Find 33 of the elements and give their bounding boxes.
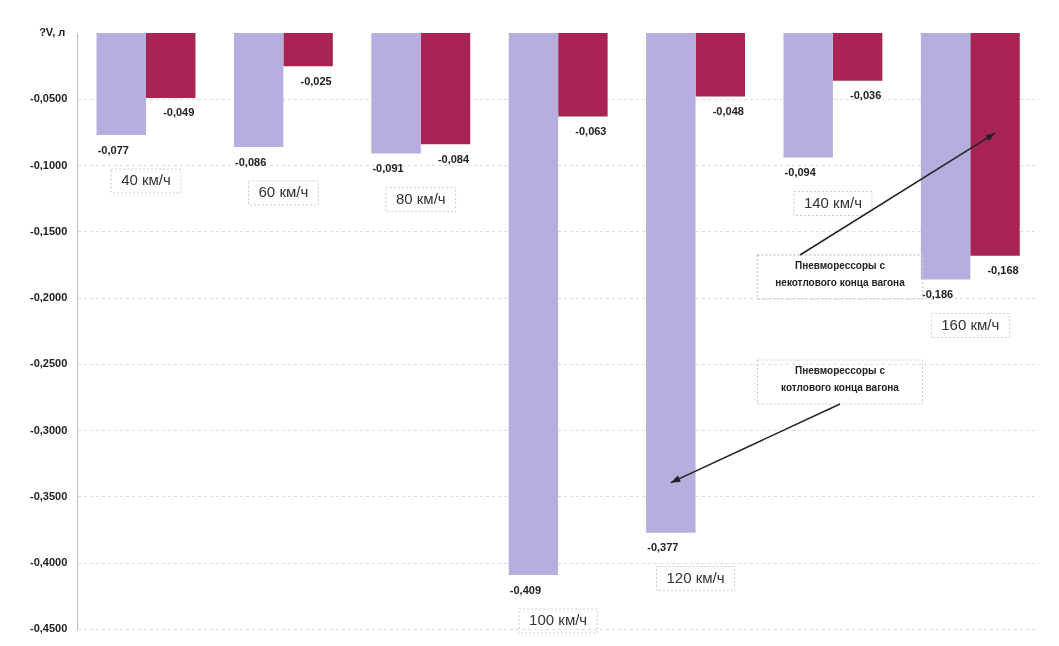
- y-tick-label: -0,4500: [30, 622, 68, 635]
- y-tick-label: -0,1500: [30, 224, 68, 237]
- y-tick-label: -0,4000: [30, 556, 68, 569]
- x-tick-label: 40 км/ч: [121, 171, 171, 189]
- data-label: -0,091: [372, 162, 404, 175]
- x-tick-label: 100 км/ч: [529, 611, 588, 629]
- y-tick-label: -0,2500: [30, 357, 68, 370]
- y-tick-label: -0,0500: [30, 92, 68, 105]
- x-tick-label: 140 км/ч: [803, 193, 862, 211]
- x-tick-label: 160 км/ч: [941, 315, 1000, 333]
- data-label: -0,063: [575, 125, 607, 138]
- x-tick-label: 60 км/ч: [258, 183, 309, 201]
- data-label: -0,049: [163, 106, 195, 119]
- x-tick-label: 120 км/ч: [666, 568, 725, 586]
- y-tick-label: -0,3500: [30, 489, 68, 502]
- data-label: -0,409: [509, 583, 542, 596]
- data-label: -0,094: [784, 166, 817, 179]
- y-tick-label: -0,1000: [30, 158, 68, 171]
- y-axis-title: ?V, л: [39, 26, 66, 39]
- data-label: -0,048: [712, 105, 744, 118]
- data-label: -0,036: [850, 89, 882, 102]
- x-tick-label: 80 км/ч: [395, 189, 446, 207]
- data-label: -0,168: [987, 264, 1019, 277]
- data-label: -0,025: [300, 74, 332, 87]
- data-label: -0,077: [97, 143, 129, 156]
- data-label: -0,086: [235, 155, 267, 168]
- text: Пневморессоры с котлового конца вагона: [781, 364, 900, 393]
- text: Пневморессоры с некотлового конца вагона: [775, 259, 906, 288]
- data-label: -0,084: [437, 152, 470, 165]
- data-label: -0,377: [647, 541, 679, 554]
- data-label: -0,186: [921, 288, 954, 301]
- y-tick-label: -0,3000: [30, 423, 68, 436]
- y-tick-label: -0,2000: [30, 291, 68, 304]
